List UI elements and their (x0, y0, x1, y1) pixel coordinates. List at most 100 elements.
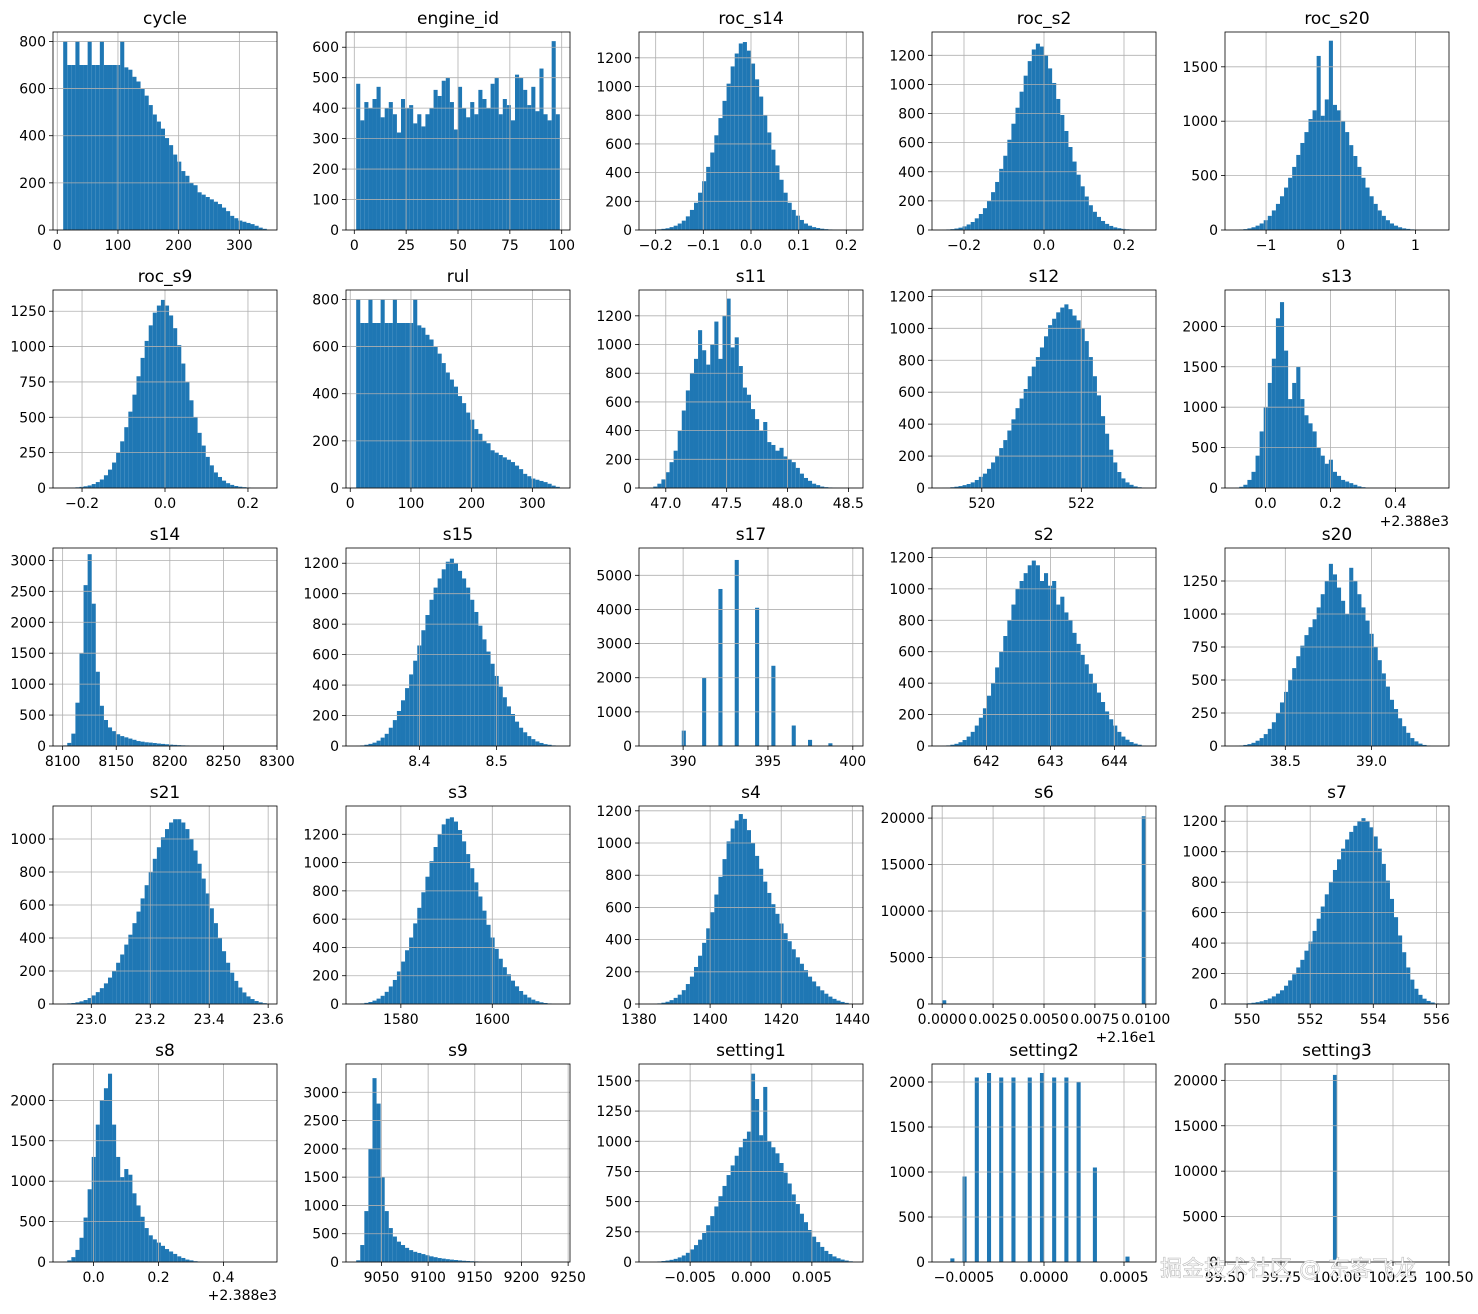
bar (1349, 145, 1354, 230)
bar (230, 484, 235, 488)
bar (1251, 742, 1256, 746)
bar (543, 1003, 548, 1004)
bar (718, 876, 723, 1004)
bar (95, 671, 100, 746)
bar (413, 660, 418, 746)
bar (1064, 304, 1069, 488)
bar (547, 120, 552, 230)
bar (1141, 816, 1146, 1004)
bar (755, 1099, 760, 1262)
bar (177, 345, 182, 488)
bar (116, 734, 121, 746)
bar (738, 814, 743, 1004)
axes-frame (638, 805, 864, 1005)
bar (1133, 486, 1138, 488)
bar (1345, 132, 1350, 230)
bar (234, 486, 239, 488)
y-tick-label: 1200 (303, 556, 339, 572)
bar (970, 221, 975, 230)
y-tick-label: 1200 (889, 289, 925, 305)
x-tick-label: 8300 (259, 754, 295, 770)
bar (1402, 952, 1407, 1004)
x-tick-label: 99.75 (1261, 1270, 1301, 1286)
y-tick-label: 2500 (303, 1114, 339, 1130)
bar (197, 192, 202, 230)
bar (254, 1001, 259, 1004)
bar (1259, 223, 1264, 230)
bar (970, 482, 975, 488)
bar (755, 855, 760, 1004)
bar (738, 43, 743, 231)
bar (1267, 215, 1272, 230)
bar (388, 727, 393, 746)
bar (1300, 142, 1305, 230)
bar (258, 227, 263, 230)
y-tick-label: 1000 (596, 80, 632, 96)
bar (706, 1225, 711, 1262)
bar (657, 483, 662, 488)
bar (116, 962, 121, 1004)
bar (405, 950, 410, 1004)
bar (462, 1260, 467, 1262)
bar (1369, 196, 1374, 230)
y-tick-label: 500 (898, 1210, 925, 1226)
y-tick-label: 0 (916, 481, 925, 497)
bar (75, 1002, 80, 1004)
bar (116, 452, 121, 488)
bar (83, 1217, 88, 1262)
x-tick-label: 1380 (621, 1012, 657, 1028)
x-tick-label: −0.2 (639, 238, 673, 254)
panel-setting1: −0.005 0.000 0.005 0 250 500 750 1000 1250 1500 se… (596, 1041, 864, 1286)
bar (128, 738, 133, 746)
bar (816, 986, 821, 1004)
bar (1251, 471, 1256, 488)
bar (482, 440, 487, 488)
bar (1324, 463, 1329, 488)
y-tick-label: 600 (312, 648, 339, 664)
bar (787, 459, 792, 488)
bar (1101, 702, 1106, 746)
bar (706, 166, 711, 230)
bar (1332, 471, 1337, 488)
bar (1076, 643, 1081, 746)
bar (665, 1001, 670, 1004)
bar (759, 1135, 764, 1262)
bar (95, 65, 100, 230)
y-tick-label: 3000 (10, 553, 46, 569)
bar (665, 472, 670, 488)
x-tick-label: 50 (449, 238, 467, 254)
bar (364, 1002, 369, 1004)
panel-title: rul (447, 267, 470, 287)
bar (755, 419, 760, 488)
bar (950, 1258, 955, 1262)
bar (209, 465, 214, 488)
bar (1361, 487, 1366, 488)
axes-frame (1224, 31, 1450, 231)
bar (966, 484, 971, 488)
x-tick-label: 0.005 (792, 1270, 832, 1286)
x-tick-label: 23.6 (253, 1012, 284, 1028)
bar (1084, 341, 1089, 488)
bar (763, 422, 768, 488)
bar (1088, 673, 1093, 746)
y-tick-label: 1500 (889, 1120, 925, 1136)
bar (193, 185, 198, 230)
bar (120, 1177, 125, 1262)
bar (1385, 220, 1390, 230)
x-tick-label: 0 (346, 496, 355, 512)
bar (751, 409, 756, 488)
bar (470, 419, 475, 488)
panel-title: s20 (1322, 525, 1353, 545)
bar (1279, 702, 1285, 746)
bar (954, 743, 959, 746)
bar (1109, 719, 1114, 746)
x-tick-label: 0 (1336, 238, 1345, 254)
y-tick-label: 200 (312, 709, 339, 725)
bar (653, 486, 658, 488)
bar (433, 346, 438, 488)
bar (840, 1259, 845, 1262)
panel-s3: 1580 1600 0 200 400 600 800 1000 1200 s3 (303, 783, 571, 1028)
bar (714, 1206, 719, 1262)
bar (396, 710, 401, 746)
bar (698, 192, 703, 230)
